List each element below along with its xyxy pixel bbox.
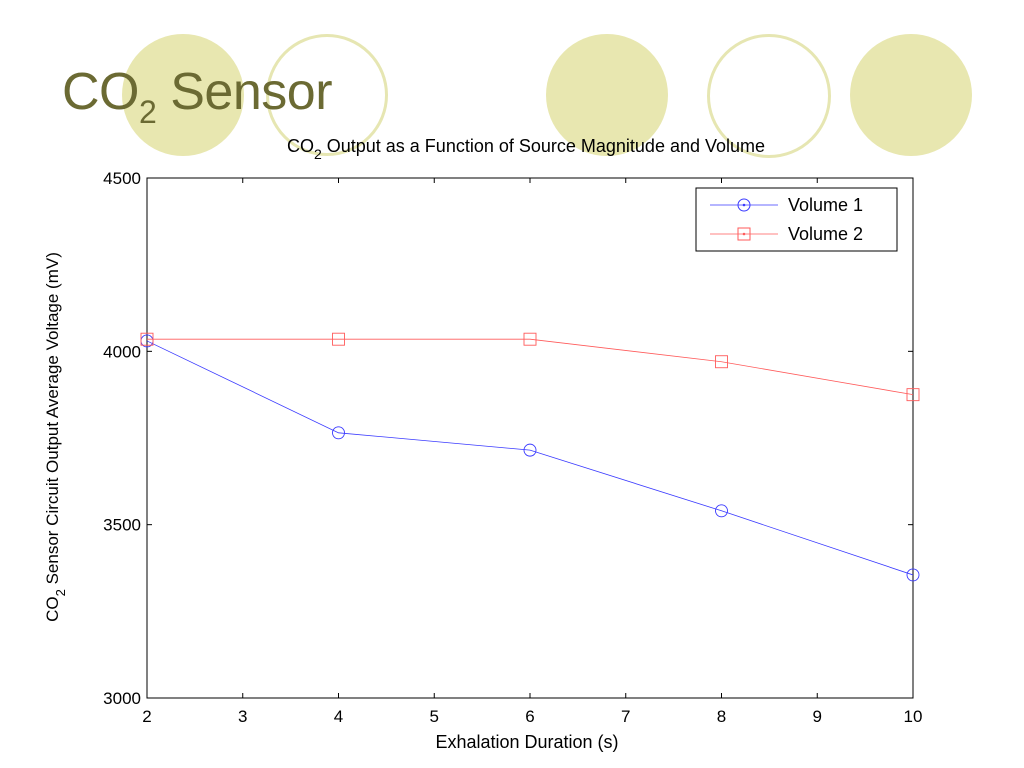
legend-marker-dot: [742, 203, 746, 207]
legend-label: Volume 2: [788, 224, 863, 244]
series-line: [147, 338, 914, 396]
x-tick-label: 7: [621, 707, 630, 726]
chart-title: CO2 Output as a Function of Source Magni…: [287, 136, 765, 162]
x-tick-label: 10: [904, 707, 923, 726]
legend-label: Volume 1: [788, 195, 863, 215]
x-axis-label: Exhalation Duration (s): [435, 732, 618, 752]
data-point: [332, 332, 345, 346]
y-axis-label: CO2 Sensor Circuit Output Average Voltag…: [43, 252, 68, 622]
legend-box: [695, 187, 898, 252]
y-tick-label: 3000: [103, 689, 141, 708]
y-axis-ticks: 3000 3500 4000 4500: [103, 169, 913, 708]
y-tick-label: 4500: [103, 169, 141, 188]
x-tick-label: 9: [813, 707, 822, 726]
x-tick-label: 2: [142, 707, 151, 726]
decor-circle-3: [850, 34, 972, 156]
slide-title-rest: Sensor: [156, 63, 333, 121]
x-tick-label: 8: [717, 707, 726, 726]
x-axis-ticks: 2 3 4 5 6 7 8 9 10: [142, 178, 922, 726]
series-2: [140, 332, 920, 402]
slide-title: CO2 Sensor: [62, 62, 333, 130]
x-tick-label: 3: [238, 707, 247, 726]
data-point: [715, 504, 728, 518]
data-point: [332, 426, 345, 440]
data-point: [140, 332, 154, 346]
data-point: [906, 568, 920, 582]
slide-title-main: CO: [62, 63, 140, 121]
decor-circle-1: [122, 34, 244, 156]
series-1: [140, 334, 920, 582]
data-point: [715, 355, 728, 369]
data-point: [523, 332, 537, 346]
y-tick-label: 4000: [103, 342, 141, 361]
data-point: [523, 443, 537, 457]
x-tick-label: 5: [430, 707, 439, 726]
legend-marker-dot: [742, 232, 746, 236]
slide-title-subscript: 2: [139, 94, 157, 130]
legend: Volume 1 Volume 2: [695, 187, 898, 252]
decor-ring-1: [266, 34, 388, 156]
x-tick-label: 6: [525, 707, 534, 726]
decor-circle-2: [546, 34, 668, 156]
data-point: [906, 388, 920, 402]
plot-area: [146, 177, 914, 699]
decor-ring-2: [707, 34, 831, 158]
series-line: [146, 340, 914, 576]
legend-marker: [737, 198, 751, 212]
x-tick-label: 4: [334, 707, 343, 726]
series-layer: [140, 332, 920, 582]
y-tick-label: 3500: [103, 516, 141, 535]
legend-marker: [737, 227, 751, 241]
